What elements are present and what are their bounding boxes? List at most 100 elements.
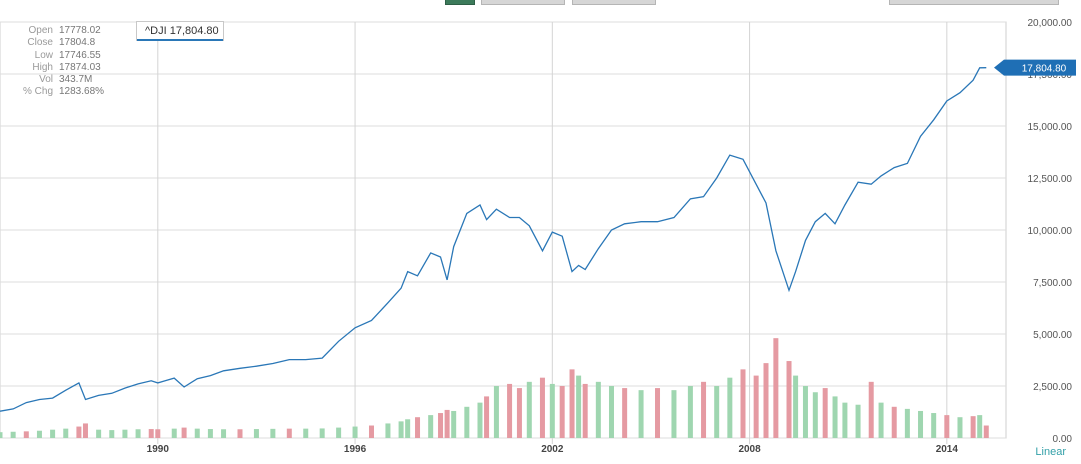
stat-value: 17746.55: [59, 49, 101, 61]
last-value-label: 17,804.80: [1022, 64, 1067, 75]
volume-bar: [207, 429, 213, 438]
stat-label: Close: [27, 37, 53, 49]
y-tick-label: 10,000.00: [1028, 226, 1073, 237]
volume-bar: [194, 428, 200, 438]
volume-bar: [802, 386, 808, 438]
volume-bar: [493, 386, 499, 438]
volume-bar: [812, 392, 818, 438]
volume-bar: [878, 402, 884, 438]
volume-bar: [595, 381, 601, 438]
volume-bar: [319, 428, 325, 438]
volume-bar: [507, 383, 513, 438]
volume-bar: [135, 429, 141, 438]
volume-bar: [336, 427, 342, 438]
ticker-legend-box[interactable]: ^DJI 17,804.80: [136, 21, 224, 41]
volume-bar: [891, 406, 897, 438]
last-value-tag: [994, 59, 1076, 76]
x-tick-label: 1996: [344, 444, 367, 455]
volume-bar: [904, 408, 910, 438]
x-tick-label: 2008: [738, 444, 761, 455]
stat-label: % Chg: [22, 86, 53, 98]
stat-value: 17778.02: [59, 25, 101, 36]
volume-bar: [10, 431, 16, 438]
volume-bar: [983, 425, 989, 438]
volume-bar: [687, 386, 693, 438]
y-tick-label: 12,500.00: [1028, 174, 1073, 185]
stat-label: Vol: [39, 74, 53, 86]
volume-bar: [516, 388, 522, 438]
volume-bar: [753, 375, 759, 438]
volume-bar: [582, 383, 588, 438]
stat-label: Open: [28, 25, 53, 36]
volume-bar: [918, 410, 924, 438]
stat-value: 1283.68%: [59, 86, 105, 98]
volume-bar: [477, 402, 483, 438]
y-tick-label: 0.00: [1053, 434, 1073, 445]
volume-bar: [868, 381, 874, 438]
volume-bar: [303, 428, 309, 438]
volume-bar: [539, 377, 545, 438]
stat-label: High: [32, 61, 53, 73]
volume-bar: [957, 417, 963, 438]
volume-bar: [569, 369, 575, 438]
volume-bar: [444, 409, 450, 438]
volume-bar: [171, 428, 177, 438]
stat-row-vol: Vol 343.7M: [14, 74, 104, 86]
volume-bar: [622, 388, 628, 438]
volume-bar: [727, 377, 733, 438]
volume-bar: [221, 429, 227, 438]
y-tick-label: 5,000.00: [1033, 330, 1072, 341]
volume-bar: [576, 375, 582, 438]
toolbar-tab-1[interactable]: [445, 0, 475, 5]
toolbar-tab-2[interactable]: [481, 0, 565, 5]
toolbar-tab-4[interactable]: [889, 0, 1059, 5]
volume-bar: [970, 416, 976, 438]
volume-bar: [368, 425, 374, 438]
stat-value: 17874.03: [59, 61, 101, 73]
volume-bar: [23, 431, 29, 438]
volume-bar: [155, 429, 161, 438]
volume-bar: [526, 381, 532, 438]
volume-bar: [464, 406, 470, 438]
stat-row-pct-chg: % Chg 1283.68%: [14, 86, 104, 98]
volume-bar: [655, 388, 661, 438]
volume-bar: [608, 386, 614, 438]
volume-bar: [148, 429, 154, 438]
toolbar-tab-3[interactable]: [572, 0, 656, 5]
x-tick-label: 1990: [147, 444, 170, 455]
volume-bar: [451, 410, 457, 438]
volume-bar: [253, 429, 259, 438]
scale-toggle-label[interactable]: Linear: [1035, 446, 1066, 458]
volume-bar: [855, 404, 861, 438]
y-tick-label: 2,500.00: [1033, 382, 1072, 393]
volume-bar: [286, 428, 292, 438]
volume-bar: [82, 423, 88, 438]
volume-bar: [559, 386, 565, 438]
volume-bar: [944, 415, 950, 438]
volume-bar: [773, 338, 779, 438]
volume-bar: [763, 363, 769, 438]
ohlc-stats-panel: Open 17778.02 Close 17804.8 Low 17746.55…: [14, 25, 104, 99]
volume-bar: [352, 426, 358, 438]
volume-bar: [96, 429, 102, 438]
volume-bar: [822, 388, 828, 438]
stat-row-low: Low 17746.55: [14, 50, 104, 62]
volume-bar: [786, 361, 792, 438]
stat-row-open: Open 17778.02: [14, 25, 104, 37]
volume-bar: [740, 369, 746, 438]
volume-bar: [237, 429, 243, 438]
volume-bar: [405, 419, 411, 438]
volume-bar: [701, 381, 707, 438]
y-tick-label: 15,000.00: [1028, 122, 1073, 133]
volume-bar: [638, 390, 644, 438]
stat-value: 17804.8: [59, 37, 96, 49]
volume-bar: [714, 386, 720, 438]
volume-bar: [832, 396, 838, 438]
volume-bar: [977, 415, 983, 438]
volume-bar: [484, 396, 490, 438]
volume-bar: [842, 402, 848, 438]
volume-bar: [415, 417, 421, 438]
volume-bar: [398, 421, 404, 438]
